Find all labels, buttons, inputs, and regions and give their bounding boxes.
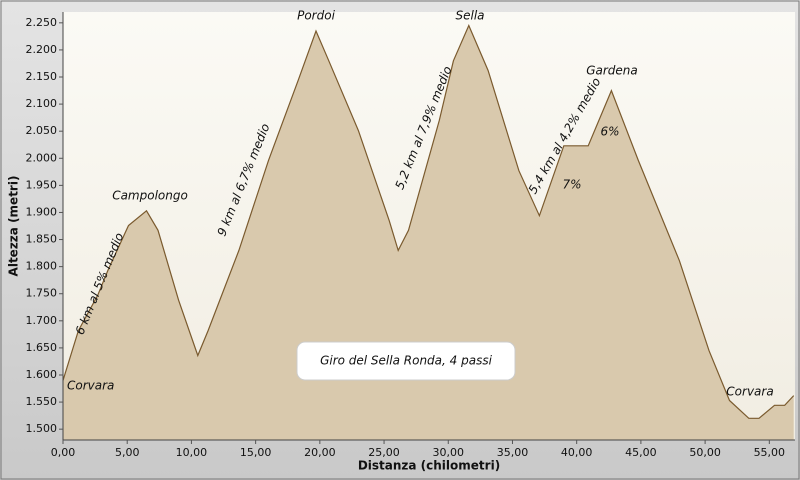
y-tick-label: 2.050	[26, 124, 58, 137]
title-box	[296, 341, 516, 381]
x-tick-label: 20,00	[304, 446, 336, 459]
x-tick-label: 10,00	[176, 446, 208, 459]
annotation: Pordoi	[297, 9, 335, 23]
x-tick-label: 55,00	[754, 446, 786, 459]
annotation: Sella	[455, 9, 484, 23]
annotation: Corvara	[67, 379, 114, 393]
y-tick-label: 1.750	[26, 287, 58, 300]
annotation: Corvara	[726, 385, 773, 399]
annotation: 6%	[600, 125, 619, 139]
y-tick-label: 1.900	[26, 205, 58, 218]
y-tick-label: 1.600	[26, 368, 58, 381]
x-tick-label: 0,00	[51, 446, 76, 459]
y-tick-label: 1.800	[26, 260, 58, 273]
y-tick-label: 1.650	[26, 341, 58, 354]
x-tick-label: 5,00	[115, 446, 140, 459]
x-axis-label: Distanza (chilometri)	[358, 459, 500, 473]
y-tick-label: 2.150	[26, 70, 58, 83]
x-tick-label: 45,00	[625, 446, 657, 459]
y-tick-label: 2.100	[26, 97, 58, 110]
x-tick-label: 50,00	[689, 446, 721, 459]
y-tick-label: 1.550	[26, 395, 58, 408]
annotation: 7%	[562, 178, 581, 192]
annotation: Gardena	[586, 64, 638, 78]
x-tick-label: 15,00	[240, 446, 272, 459]
y-tick-label: 2.250	[26, 16, 58, 29]
x-tick-label: 40,00	[561, 446, 593, 459]
area-fill	[63, 25, 794, 440]
y-tick-label: 1.500	[26, 422, 58, 435]
profile-line	[62, 23, 795, 419]
y-axis-label: Altezza (metri)	[7, 176, 21, 277]
x-tick-label: 30,00	[433, 446, 465, 459]
x-tick-label: 35,00	[497, 446, 529, 459]
y-tick-label: 1.850	[26, 233, 58, 246]
y-tick-label: 1.950	[26, 178, 58, 191]
y-tick-label: 2.000	[26, 151, 58, 164]
chart-title: Giro del Sella Ronda, 4 passi	[320, 354, 493, 368]
x-tick-label: 25,00	[368, 446, 400, 459]
y-tick-label: 1.700	[26, 314, 58, 327]
annotation: Campolongo	[112, 189, 188, 203]
y-tick-label: 2.200	[26, 43, 58, 56]
